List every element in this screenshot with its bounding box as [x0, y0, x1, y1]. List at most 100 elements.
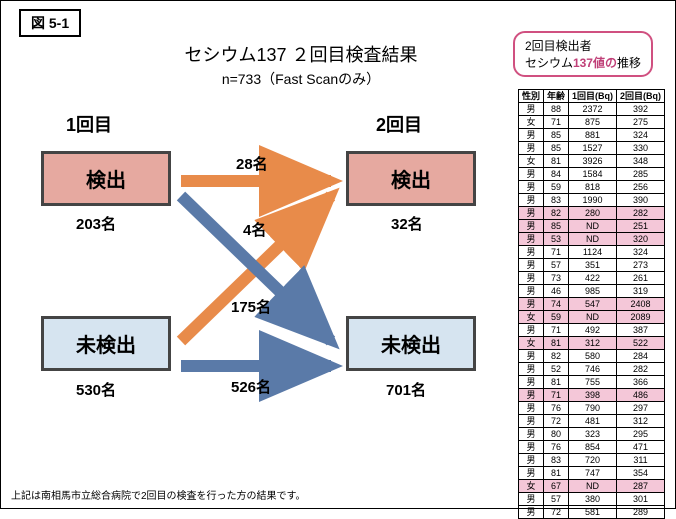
- table-row: 男72581289: [518, 506, 664, 519]
- count-2-undetected: 701名: [386, 379, 426, 400]
- table-cell: 71: [543, 324, 568, 337]
- table-row: 男71398486: [518, 389, 664, 402]
- table-cell: 287: [617, 480, 665, 493]
- table-row: 男57351273: [518, 259, 664, 272]
- table-cell: 85: [543, 142, 568, 155]
- table-row: 男46985319: [518, 285, 664, 298]
- page-subtitle: n=733（Fast Scanのみ）: [151, 69, 451, 89]
- table-row: 男57380301: [518, 493, 664, 506]
- table-cell: 854: [569, 441, 617, 454]
- flow-uu-label: 526名: [231, 376, 271, 397]
- table-cell: 354: [617, 467, 665, 480]
- table-cell: 80: [543, 428, 568, 441]
- table-row: 男59818256: [518, 181, 664, 194]
- table-cell: 319: [617, 285, 665, 298]
- table-cell: 男: [518, 168, 543, 181]
- table-cell: 790: [569, 402, 617, 415]
- table-row: 女813926348: [518, 155, 664, 168]
- table-cell: 387: [617, 324, 665, 337]
- table-cell: 男: [518, 428, 543, 441]
- table-row: 女59ND2089: [518, 311, 664, 324]
- table-row: 女71875275: [518, 116, 664, 129]
- table-row: 男85881324: [518, 129, 664, 142]
- table-cell: 85: [543, 129, 568, 142]
- page-title: セシウム137 ２回目検査結果: [151, 41, 451, 67]
- table-cell: 男: [518, 363, 543, 376]
- table-cell: 301: [617, 493, 665, 506]
- table-cell: 女: [518, 311, 543, 324]
- table-cell: 985: [569, 285, 617, 298]
- table-cell: 324: [617, 246, 665, 259]
- table-cell: 581: [569, 506, 617, 519]
- table-cell: 男: [518, 415, 543, 428]
- table-cell: 男: [518, 441, 543, 454]
- table-row: 男851527330: [518, 142, 664, 155]
- count-1-undetected: 530名: [76, 379, 116, 400]
- callout-box: 2回目検出者 セシウム137値の推移: [513, 31, 653, 77]
- table-cell: 59: [543, 311, 568, 324]
- table-row: 男71492387: [518, 324, 664, 337]
- table-cell: 746: [569, 363, 617, 376]
- table-cell: 男: [518, 181, 543, 194]
- table-cell: 2408: [617, 298, 665, 311]
- table-cell: 女: [518, 337, 543, 350]
- table-cell: 1124: [569, 246, 617, 259]
- table-cell: 398: [569, 389, 617, 402]
- box-1-undetected: 未検出: [41, 316, 171, 371]
- table-cell: 289: [617, 506, 665, 519]
- table-row: 男80323295: [518, 428, 664, 441]
- flow-diagram: 1回目 2回目 検出 検出 未検出 未検出 203名 530名 32名 701名…: [21, 111, 491, 451]
- footnote: 上記は南相馬市立総合病院で2回目の検査を行った方の結果です。: [11, 487, 306, 502]
- table-cell: 82: [543, 207, 568, 220]
- table-row: 男83720311: [518, 454, 664, 467]
- table-cell: 57: [543, 259, 568, 272]
- table-cell: 261: [617, 272, 665, 285]
- table-cell: 男: [518, 467, 543, 480]
- table-cell: 366: [617, 376, 665, 389]
- box-1-detected: 検出: [41, 151, 171, 206]
- table-row: 男85ND251: [518, 220, 664, 233]
- count-1-detected: 203名: [76, 213, 116, 234]
- table-cell: 348: [617, 155, 665, 168]
- table-cell: 256: [617, 181, 665, 194]
- table-row: 男76854471: [518, 441, 664, 454]
- table-body: 男882372392女71875275男85881324男851527330女8…: [518, 103, 664, 519]
- table-cell: 295: [617, 428, 665, 441]
- table-cell: 81: [543, 337, 568, 350]
- table-cell: 76: [543, 402, 568, 415]
- table-cell: 83: [543, 194, 568, 207]
- table-cell: ND: [569, 233, 617, 246]
- table-cell: 311: [617, 454, 665, 467]
- table-cell: 71: [543, 246, 568, 259]
- table-cell: 53: [543, 233, 568, 246]
- table-row: 男841584285: [518, 168, 664, 181]
- th-age: 年齢: [543, 90, 568, 103]
- table-cell: 46: [543, 285, 568, 298]
- table-cell: 74: [543, 298, 568, 311]
- callout-line1: 2回目検出者: [525, 37, 641, 54]
- table-cell: 547: [569, 298, 617, 311]
- table-cell: 312: [617, 415, 665, 428]
- table-cell: 男: [518, 454, 543, 467]
- table-cell: 男: [518, 142, 543, 155]
- col2-label: 2回目: [376, 111, 422, 137]
- table-cell: 251: [617, 220, 665, 233]
- table-row: 男82280282: [518, 207, 664, 220]
- table-cell: 男: [518, 233, 543, 246]
- table-row: 男745472408: [518, 298, 664, 311]
- table-cell: 84: [543, 168, 568, 181]
- table-cell: 351: [569, 259, 617, 272]
- table-cell: 73: [543, 272, 568, 285]
- table-cell: 男: [518, 246, 543, 259]
- table-cell: 2089: [617, 311, 665, 324]
- table-cell: 男: [518, 285, 543, 298]
- table-cell: ND: [569, 311, 617, 324]
- table-cell: 280: [569, 207, 617, 220]
- table-cell: 282: [617, 207, 665, 220]
- flow-du-label: 175名: [231, 296, 271, 317]
- table-cell: 486: [617, 389, 665, 402]
- table-cell: 881: [569, 129, 617, 142]
- table-cell: 男: [518, 493, 543, 506]
- table-cell: 67: [543, 480, 568, 493]
- table-cell: 422: [569, 272, 617, 285]
